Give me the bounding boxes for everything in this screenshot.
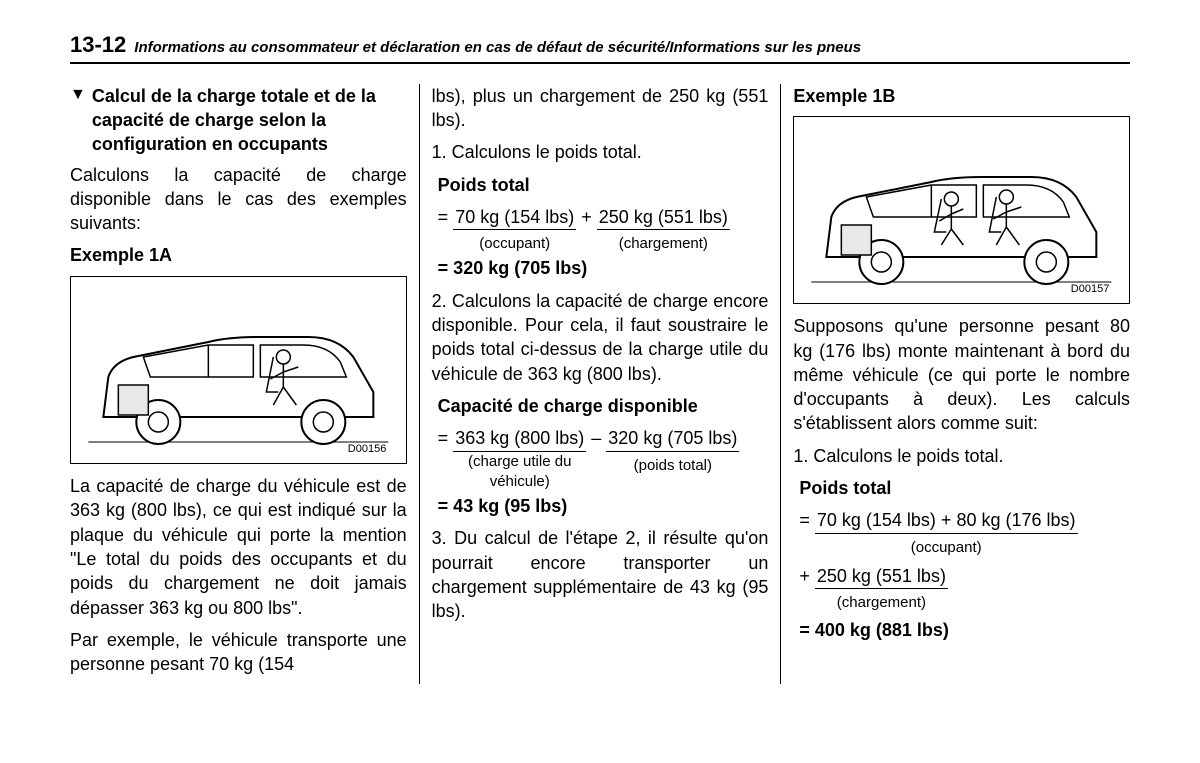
eq2b-sub: (poids total) bbox=[634, 456, 712, 476]
equation-3: = 70 kg (154 lbs) + 80 kg (176 lbs)(occu… bbox=[799, 508, 1130, 641]
example-1b-label: Exemple 1B bbox=[793, 84, 1130, 108]
section-subhead: ▼ Calcul de la charge totale et de la ca… bbox=[70, 84, 407, 157]
eq3a-sub: (occupant) bbox=[911, 538, 982, 558]
col3-step1: 1. Calculons le poids total. bbox=[793, 444, 1130, 468]
figure-1b: D00157 bbox=[793, 116, 1130, 304]
eq1b-sub: (chargement) bbox=[619, 234, 708, 254]
eq1-result: = 320 kg (705 lbs) bbox=[438, 256, 769, 280]
subhead-text: Calcul de la charge totale et de la capa… bbox=[92, 84, 407, 157]
eq3a: 70 kg (154 lbs) + 80 kg (176 lbs) bbox=[815, 508, 1078, 533]
figure-ref-1a: D00156 bbox=[348, 443, 387, 455]
car-1b-svg: D00157 bbox=[794, 117, 1129, 297]
column-1: ▼ Calcul de la charge totale et de la ca… bbox=[70, 84, 420, 685]
eq1a-sub: (occupant) bbox=[479, 234, 550, 254]
header-title: Informations au consommateur et déclarat… bbox=[134, 38, 861, 58]
col2-step3: 3. Du calcul de l'étape 2, il résulte qu… bbox=[432, 526, 769, 623]
equation-1: = 70 kg (154 lbs)(occupant) + 250 kg (55… bbox=[438, 205, 769, 281]
column-3: Exemple 1B bbox=[781, 84, 1130, 685]
page-header: 13-12 Informations au consommateur et dé… bbox=[70, 30, 1130, 64]
eq2a-sub: (charge utile du véhicule) bbox=[460, 452, 580, 493]
car-1a-svg: D00156 bbox=[71, 277, 406, 457]
triangle-marker-icon: ▼ bbox=[70, 84, 86, 106]
eq2-result: = 43 kg (95 lbs) bbox=[438, 494, 769, 518]
example-1a-label: Exemple 1A bbox=[70, 243, 407, 267]
col3-p1: Supposons qu'une personne pesant 80 kg (… bbox=[793, 314, 1130, 435]
poids-total-label: Poids total bbox=[438, 173, 769, 197]
eq3-result: = 400 kg (881 lbs) bbox=[799, 618, 1130, 642]
col2-step2: 2. Calculons la capacité de charge encor… bbox=[432, 289, 769, 386]
content-columns: ▼ Calcul de la charge totale et de la ca… bbox=[70, 84, 1130, 685]
eq3b: 250 kg (551 lbs) bbox=[815, 564, 948, 589]
eq1a: 70 kg (154 lbs) bbox=[453, 205, 576, 230]
column-2: lbs), plus un chargement de 250 kg (551 … bbox=[420, 84, 782, 685]
capacite-label: Capacité de charge disponible bbox=[438, 394, 769, 418]
col2-cont: lbs), plus un chargement de 250 kg (551 … bbox=[432, 84, 769, 133]
intro-text: Calculons la capacité de charge disponib… bbox=[70, 163, 407, 236]
figure-1a: D00156 bbox=[70, 276, 407, 464]
eq3b-sub: (chargement) bbox=[837, 593, 926, 613]
col1-p2: Par exemple, le véhicule transporte une … bbox=[70, 628, 407, 677]
page-number: 13-12 bbox=[70, 30, 126, 60]
figure-ref-1b: D00157 bbox=[1071, 283, 1110, 295]
eq2b: 320 kg (705 lbs) bbox=[606, 426, 739, 451]
col1-p1: La capacité de charge du véhicule est de… bbox=[70, 474, 407, 620]
eq2a: 363 kg (800 lbs) bbox=[453, 426, 586, 451]
poids-total-label-3: Poids total bbox=[799, 476, 1130, 500]
equation-2: = 363 kg (800 lbs)(charge utile du véhic… bbox=[438, 426, 769, 518]
col2-step1: 1. Calculons le poids total. bbox=[432, 140, 769, 164]
eq1b: 250 kg (551 lbs) bbox=[597, 205, 730, 230]
